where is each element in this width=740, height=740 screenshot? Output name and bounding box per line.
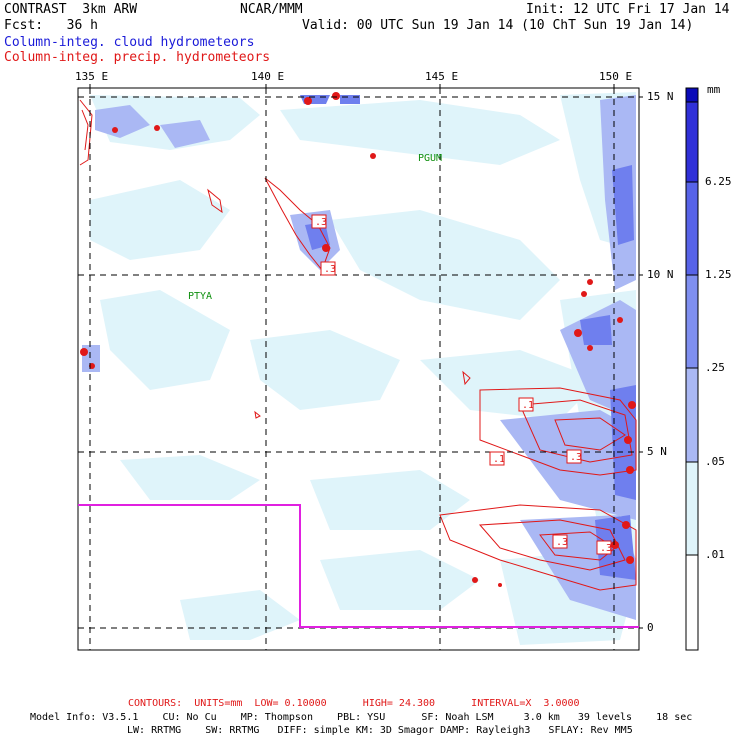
lon-label: 145 E — [425, 70, 459, 83]
legend-level: .25 — [705, 361, 725, 374]
precip-contours — [79, 99, 637, 591]
lon-label: 150 E — [599, 70, 633, 83]
valid-time: Valid: 00 UTC Sun 19 Jan 14 (10 ChT Sun … — [302, 18, 694, 33]
model-title: CONTRAST 3km ARW — [4, 2, 138, 17]
init-time: Init: 12 UTC Fri 17 Jan 14 — [526, 2, 730, 17]
station-label-ptya: PTYA — [188, 291, 212, 302]
lat-label: 10 N — [647, 268, 674, 281]
contour-label: .3 — [556, 537, 568, 548]
contour-label: .1 — [493, 454, 505, 465]
legend-level: .01 — [705, 548, 725, 561]
legend-level: 1.25 — [705, 268, 732, 281]
legend-band-0 — [685, 554, 699, 651]
domain-boundary — [78, 504, 639, 628]
forecast-hour: Fcst: 36 h — [4, 18, 98, 33]
cloud-field-label: Column-integ. cloud hydrometeors — [4, 35, 255, 50]
contours-info: CONTOURS: UNITS=mm LOW= 0.10000 HIGH= 24… — [128, 698, 580, 709]
lat-label: 15 N — [647, 90, 674, 103]
precip-field-label: Column-integ. precip. hydrometeors — [4, 50, 271, 65]
legend-band-6 — [685, 87, 699, 103]
contour-label-boxes — [311, 214, 612, 555]
org-label: NCAR/MMM — [240, 2, 303, 17]
contour-label: .3 — [324, 264, 336, 275]
contour-label: .3 — [570, 452, 582, 463]
legend-band-1 — [685, 461, 699, 556]
model-info-line1: Model Info: V3.5.1 CU: No Cu MP: Thompso… — [30, 712, 693, 723]
legend-level: 6.25 — [705, 175, 732, 188]
axis-ticks — [89, 84, 643, 629]
lat-label: 0 — [647, 621, 654, 634]
contour-label: .3 — [315, 217, 327, 228]
legend-band-4 — [685, 181, 699, 276]
legend-band-5 — [685, 101, 699, 183]
lat-label: 5 N — [647, 445, 667, 458]
legend-unit: mm — [707, 83, 721, 96]
legend-band-2 — [685, 367, 699, 463]
contour-label: .3 — [600, 543, 612, 554]
legend-band-3 — [685, 274, 699, 369]
lon-label: 135 E — [75, 70, 109, 83]
model-info-line2: LW: RRTMG SW: RRTMG DIFF: simple KM: 3D … — [127, 725, 633, 736]
legend-level: .05 — [705, 455, 725, 468]
legend-colorbar — [685, 87, 699, 651]
station-label-pgum: PGUM — [418, 153, 442, 164]
precip-cells — [80, 92, 636, 587]
lon-label: 140 E — [251, 70, 285, 83]
contour-label: .1 — [522, 400, 534, 411]
